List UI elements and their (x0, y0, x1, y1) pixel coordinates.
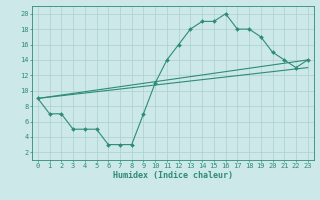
X-axis label: Humidex (Indice chaleur): Humidex (Indice chaleur) (113, 171, 233, 180)
